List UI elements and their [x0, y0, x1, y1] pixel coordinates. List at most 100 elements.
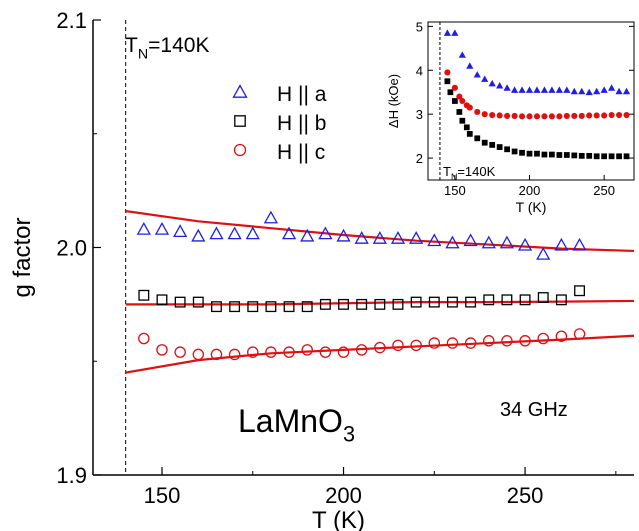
data-point: [154, 221, 170, 235]
inset-data-point: [571, 152, 578, 159]
inset-data-point: [496, 144, 503, 150]
legend-label: H || a: [277, 83, 327, 106]
inset-data-point: [496, 112, 503, 119]
data-point: [537, 292, 549, 304]
inset-data-point: [563, 152, 570, 158]
inset-data-point: [556, 113, 563, 120]
data-point: [192, 296, 204, 308]
inset-data-point: [578, 112, 585, 119]
data-point: [301, 344, 313, 356]
inset-data-point: [511, 112, 518, 119]
fit-curve: [125, 334, 635, 374]
inset-data-point: [474, 135, 481, 142]
inset-x-axis-label: T (K): [516, 199, 547, 215]
data-point: [392, 339, 404, 352]
data-point: [574, 285, 585, 297]
y-tick-label: 2.1: [56, 8, 87, 33]
inset-data-point: [518, 86, 526, 93]
inset-plot: 150 200 250 2 3 4 5 T (K) ΔH (kOe) TN=140K: [383, 16, 639, 220]
data-point: [338, 298, 349, 310]
inset-data-point: [511, 148, 518, 155]
inset-x-tick-label: 200: [519, 183, 541, 198]
inset-data-point: [496, 82, 504, 89]
data-point: [247, 301, 259, 313]
data-point: [245, 226, 260, 240]
data-point: [428, 296, 440, 308]
y-tick-label: 2.0: [56, 236, 87, 261]
data-point: [536, 246, 551, 260]
inset-data-point: [533, 113, 541, 120]
inset-data-point: [473, 71, 481, 78]
inset-data-point: [570, 87, 578, 95]
data-point: [501, 335, 513, 347]
data-point: [283, 301, 295, 313]
data-point: [392, 298, 404, 310]
data-point: [517, 237, 533, 251]
inset-data-point: [489, 142, 496, 148]
y-tick-label: 1.9: [56, 463, 87, 488]
data-point: [301, 301, 313, 313]
data-point: [209, 226, 224, 240]
inset-data-point: [571, 112, 578, 119]
data-point: [463, 233, 478, 247]
data-point: [265, 301, 277, 313]
fit-curve: [125, 210, 635, 253]
inset-data-point: [563, 86, 571, 93]
data-point: [136, 221, 151, 235]
inset-data-point: [549, 151, 555, 158]
data-point: [319, 298, 331, 310]
inset-data-point: [578, 87, 586, 95]
data-point: [138, 289, 150, 301]
inset-data-point: [451, 84, 458, 91]
inset-data-point: [601, 112, 608, 119]
data-point: [410, 339, 422, 352]
inset-frame: [427, 21, 635, 181]
x-tick-label: 200: [325, 483, 362, 508]
inset-data-point: [534, 150, 540, 157]
data-point: [445, 235, 460, 249]
inset-data-point: [622, 87, 631, 95]
inset-data-point: [540, 86, 549, 93]
inset-data-point: [541, 113, 548, 120]
inset-data-point: [541, 151, 548, 158]
data-point: [483, 335, 495, 347]
inset-data-point: [608, 153, 615, 160]
data-point: [283, 346, 295, 358]
data-point: [390, 231, 406, 244]
data-point: [519, 335, 531, 347]
legend-marker: [234, 115, 246, 127]
data-point: [192, 348, 205, 361]
inset-data-point: [443, 29, 452, 36]
data-point: [227, 226, 242, 240]
inset-y-axis-label: ΔH (kOe): [386, 74, 401, 128]
inset-y-tick-label: 3: [416, 107, 423, 122]
fit-curve: [125, 299, 635, 306]
inset-data-point: [481, 75, 489, 82]
inset-data-point: [459, 117, 466, 124]
inset-tn-label: TN=140K: [443, 164, 496, 182]
data-point: [156, 344, 168, 356]
data-point: [465, 296, 477, 308]
inset-data-point: [616, 111, 623, 119]
inset-data-point: [593, 153, 600, 160]
data-point: [173, 224, 188, 238]
data-point: [464, 337, 477, 349]
data-point: [483, 294, 495, 306]
data-point: [263, 210, 279, 224]
inset-data-point: [466, 62, 474, 69]
inset-data-point: [608, 84, 616, 91]
data-point: [555, 330, 568, 342]
inset-data-point: [481, 111, 488, 118]
inset-data-point: [585, 88, 593, 96]
data-point: [499, 235, 515, 249]
data-point: [554, 237, 569, 251]
data-point: [174, 346, 186, 358]
inset-data-point: [615, 87, 623, 95]
legend-marker: [232, 84, 248, 98]
inset-y-tick-label: 5: [416, 19, 423, 34]
data-point: [138, 332, 150, 345]
inset-y-tick-label: 4: [416, 63, 423, 78]
inset-data-point: [481, 139, 488, 146]
inset-data-point: [489, 111, 496, 119]
